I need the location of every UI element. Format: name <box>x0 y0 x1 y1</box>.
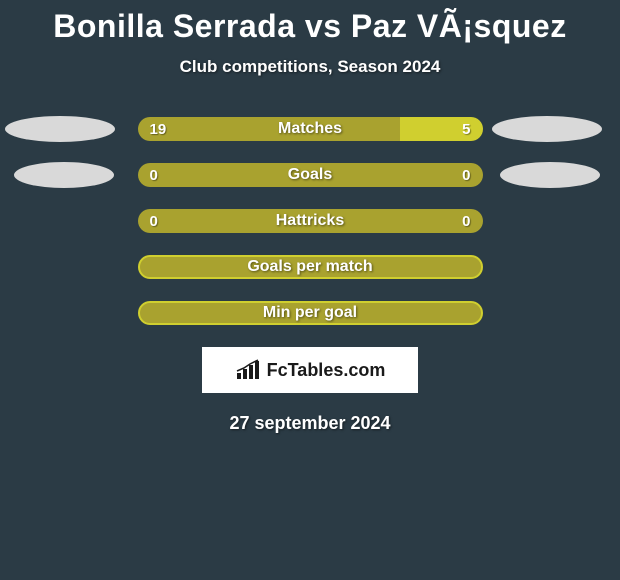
brand-badge: FcTables.com <box>202 347 418 393</box>
stat-row-gpm: Goals per match <box>0 255 620 279</box>
player-right-ellipse <box>492 116 602 142</box>
stat-row-goals: 0 0 Goals <box>0 163 620 187</box>
stat-left-value: 19 <box>150 121 167 138</box>
page-title: Bonilla Serrada vs Paz VÃ¡squez <box>0 0 620 45</box>
player-left-ellipse <box>14 162 114 188</box>
stat-bar-mpg: Min per goal <box>138 301 483 325</box>
stat-row-matches: 19 5 Matches <box>0 117 620 141</box>
chart-icon <box>235 359 261 381</box>
stat-left-value: 0 <box>150 167 158 184</box>
stat-bar-hattricks: 0 0 Hattricks <box>138 209 483 233</box>
stat-row-hattricks: 0 0 Hattricks <box>0 209 620 233</box>
player-right-ellipse <box>500 162 600 188</box>
stat-row-mpg: Min per goal <box>0 301 620 325</box>
stat-left-segment: 19 <box>138 117 400 141</box>
stat-label: Goals per match <box>140 257 481 277</box>
stat-label: Min per goal <box>140 303 481 323</box>
date-text: 27 september 2024 <box>0 413 620 434</box>
stats-container: 19 5 Matches 0 0 Goals 0 0 Hattricks <box>0 117 620 325</box>
stat-left-segment: 0 0 <box>138 163 483 187</box>
brand-text: FcTables.com <box>267 360 386 381</box>
page-subtitle: Club competitions, Season 2024 <box>0 57 620 77</box>
stat-bar-matches: 19 5 Matches <box>138 117 483 141</box>
stat-left-segment: 0 0 <box>138 209 483 233</box>
stat-right-value: 0 <box>462 167 470 184</box>
stat-right-value: 0 <box>462 213 470 230</box>
stat-bar-gpm: Goals per match <box>138 255 483 279</box>
stat-left-value: 0 <box>150 213 158 230</box>
stat-right-segment: 5 <box>400 117 483 141</box>
stat-right-value: 5 <box>462 121 470 138</box>
player-left-ellipse <box>5 116 115 142</box>
stat-bar-goals: 0 0 Goals <box>138 163 483 187</box>
